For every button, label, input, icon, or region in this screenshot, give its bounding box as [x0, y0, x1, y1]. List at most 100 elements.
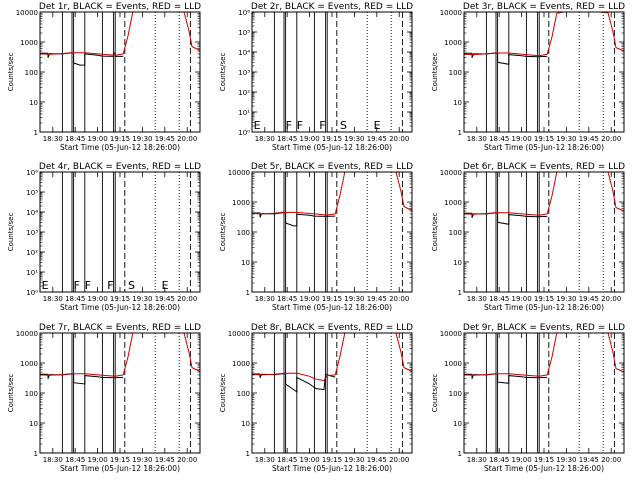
- x-tick-label: 18:30: [255, 135, 275, 143]
- y-tick-label: 10⁵: [238, 29, 250, 37]
- x-tick-label: 19:15: [534, 295, 554, 303]
- x-tick-label: 18:30: [467, 135, 487, 143]
- y-tick-label: 1000: [444, 360, 462, 368]
- y-axis-label: Counts/sec: [431, 213, 439, 252]
- x-axis-label: Start Time (05-Jun-12 18:26:00): [272, 464, 392, 473]
- y-tick-label: 10¹: [26, 269, 38, 277]
- x-tick-label: 19:45: [579, 135, 599, 143]
- panel-title: Det 2r, BLACK = Events, RED = LLD: [251, 2, 413, 12]
- y-tick-label: 1: [246, 450, 250, 458]
- x-tick-label: 18:45: [65, 456, 85, 464]
- state-letter: F: [286, 119, 292, 132]
- panel-title: Det 6r, BLACK = Events, RED = LLD: [463, 162, 625, 172]
- x-tick-label: 19:30: [556, 295, 576, 303]
- y-axis-label: Counts/sec: [219, 374, 227, 413]
- panel-title: Det 4r, BLACK = Events, RED = LLD: [39, 162, 201, 172]
- y-tick-label: 10: [453, 259, 462, 267]
- plot-frame: [39, 332, 201, 454]
- series-line: [40, 52, 124, 66]
- x-tick-label: 19:00: [300, 456, 320, 464]
- x-tick-label: 20:00: [601, 456, 621, 464]
- x-tick-label: 19:15: [110, 135, 130, 143]
- panel-title: Det 5r, BLACK = Events, RED = LLD: [251, 162, 413, 172]
- state-letter: E: [42, 279, 49, 292]
- series-line: [463, 11, 625, 57]
- state-letter: F: [74, 279, 80, 292]
- x-tick-label: 19:30: [344, 135, 364, 143]
- state-letter: F: [297, 119, 303, 132]
- x-tick-label: 18:45: [277, 295, 297, 303]
- x-tick-label: 18:30: [255, 295, 275, 303]
- plot-frame: [39, 11, 201, 133]
- x-tick-label: 19:45: [155, 456, 175, 464]
- panel-det-1r: Det 1r, BLACK = Events, RED = LLD 1 10 100 1…: [7, 2, 201, 152]
- x-tick-label: 19:45: [155, 135, 175, 143]
- x-tick-label: 19:45: [579, 295, 599, 303]
- y-axis-label: Counts/sec: [219, 53, 227, 92]
- y-tick-label: 100: [25, 69, 38, 77]
- x-tick-label: 19:45: [367, 135, 387, 143]
- series-line: [39, 332, 201, 377]
- x-tick-label: 19:15: [110, 456, 130, 464]
- y-axis-label: Counts/sec: [431, 53, 439, 92]
- panel-det-8r: Det 8r, BLACK = Events, RED = LLD 1 10 100 1…: [219, 323, 413, 473]
- y-tick-label: 10000: [440, 330, 462, 338]
- y-tick-label: 10: [29, 420, 38, 428]
- x-tick-label: 18:30: [467, 295, 487, 303]
- x-tick-label: 20:00: [389, 456, 409, 464]
- panel-title: Det 8r, BLACK = Events, RED = LLD: [251, 323, 413, 333]
- y-tick-label: 1000: [20, 360, 38, 368]
- plot-frame: [251, 332, 413, 454]
- x-tick-label: 18:30: [43, 135, 63, 143]
- x-axis-label: Start Time (05-Jun-12 18:26:00): [60, 303, 180, 312]
- panel-det-7r: Det 7r, BLACK = Events, RED = LLD 1 10 100 1…: [7, 323, 201, 473]
- x-tick-label: 20:00: [601, 295, 621, 303]
- y-tick-label: 1000: [232, 199, 250, 207]
- plot-frame: [463, 171, 625, 293]
- y-axis-label: Counts/sec: [7, 374, 15, 413]
- series-line: [464, 52, 548, 65]
- y-tick-label: 10000: [228, 330, 250, 338]
- plot-frame: [251, 11, 413, 133]
- series-line: [251, 171, 413, 216]
- y-tick-label: 10⁴: [26, 209, 38, 217]
- y-tick-label: 10000: [228, 169, 250, 177]
- y-tick-label: 10⁶: [26, 169, 38, 177]
- x-tick-label: 19:30: [132, 456, 152, 464]
- y-tick-label: 10: [241, 259, 250, 267]
- x-axis-label: Start Time (05-Jun-12 18:26:00): [272, 303, 392, 312]
- x-tick-label: 18:30: [255, 456, 275, 464]
- x-tick-label: 20:00: [177, 295, 197, 303]
- panel-det-5r: Det 5r, BLACK = Events, RED = LLD 1 10 100 1…: [219, 162, 413, 312]
- x-tick-label: 19:00: [512, 135, 532, 143]
- y-tick-label: 1000: [444, 39, 462, 47]
- y-tick-label: 10000: [440, 169, 462, 177]
- x-tick-label: 20:00: [177, 135, 197, 143]
- y-tick-label: 100: [449, 69, 462, 77]
- state-letter: E: [254, 119, 261, 132]
- y-tick-label: 10: [29, 99, 38, 107]
- y-tick-label: 10¹: [238, 109, 250, 117]
- y-tick-label: 1: [34, 129, 38, 137]
- x-tick-label: 19:00: [300, 295, 320, 303]
- x-tick-label: 19:45: [155, 295, 175, 303]
- x-tick-label: 18:45: [489, 456, 509, 464]
- y-tick-label: 10000: [16, 330, 38, 338]
- x-tick-label: 18:45: [65, 295, 85, 303]
- state-letter: S: [128, 279, 135, 292]
- panel-det-6r: Det 6r, BLACK = Events, RED = LLD 1 10 100 1…: [431, 162, 625, 312]
- y-tick-label: 1000: [232, 360, 250, 368]
- x-tick-label: 18:30: [43, 456, 63, 464]
- x-axis-label: Start Time (05-Jun-12 18:26:00): [484, 464, 604, 473]
- x-axis-label: Start Time (05-Jun-12 18:26:00): [484, 143, 604, 152]
- state-letter: F: [319, 119, 325, 132]
- y-tick-label: 10²: [26, 249, 38, 257]
- y-tick-label: 10²: [238, 89, 250, 97]
- x-tick-label: 19:15: [534, 456, 554, 464]
- y-tick-label: 10: [453, 99, 462, 107]
- plot-frame: [251, 171, 413, 293]
- x-tick-label: 19:00: [88, 135, 108, 143]
- x-axis-label: Start Time (05-Jun-12 18:26:00): [484, 303, 604, 312]
